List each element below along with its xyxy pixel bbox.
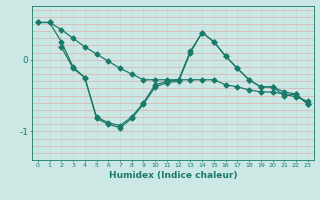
X-axis label: Humidex (Indice chaleur): Humidex (Indice chaleur) bbox=[108, 171, 237, 180]
